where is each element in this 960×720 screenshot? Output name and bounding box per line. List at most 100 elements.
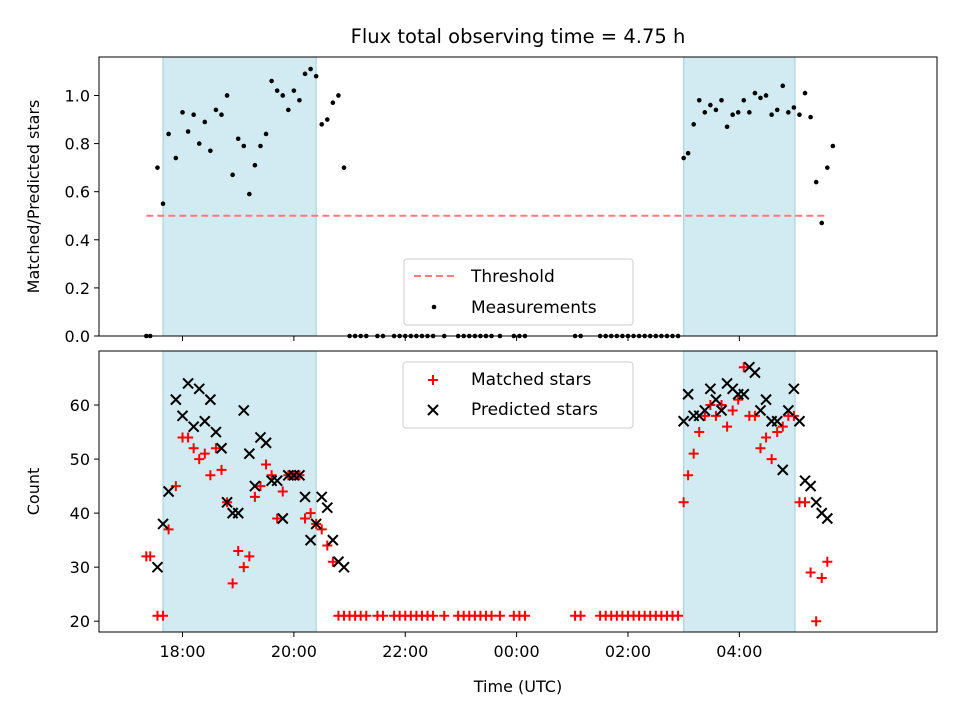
predicted-star-point — [304, 534, 317, 546]
panel1-shaded-interval — [162, 56, 317, 337]
matched-star-point — [733, 394, 744, 405]
measurement-point — [185, 129, 191, 134]
matched-star-point — [716, 400, 727, 411]
predicted-star-point — [271, 474, 283, 487]
measurement-point — [802, 90, 808, 96]
legend-box-bottom — [402, 361, 634, 429]
panel2-ytick-label: 60 — [70, 396, 90, 415]
measurement-point — [813, 179, 819, 185]
predicted-star-point — [193, 383, 205, 395]
matched-star-point — [327, 556, 338, 567]
matched-star-point — [377, 610, 388, 621]
measurement-point — [291, 88, 297, 93]
matched-star-point — [694, 427, 705, 438]
measurement-point — [247, 191, 252, 197]
legend-label-measurements: Measurements — [471, 298, 597, 318]
matched-star-point — [738, 362, 749, 373]
predicted-star-point — [187, 420, 200, 433]
matched-star-point — [158, 610, 169, 621]
measurement-point — [208, 148, 213, 154]
matched-star-point — [322, 540, 333, 551]
matched-star-point — [688, 448, 699, 459]
measurement-point — [719, 97, 724, 103]
matched-star-point — [519, 610, 530, 621]
matched-star-point — [305, 508, 316, 519]
predicted-star-point — [327, 534, 339, 546]
xtick-label: 18:00 — [159, 642, 205, 661]
measurement-point — [708, 102, 713, 108]
matched-star-point — [163, 524, 174, 535]
measurement-point — [202, 119, 208, 125]
matched-star-point — [300, 513, 311, 524]
predicted-star-point — [699, 404, 711, 417]
measurement-point — [219, 112, 224, 118]
matched-star-point — [673, 610, 684, 621]
panel1-axes-frame — [98, 56, 938, 337]
matched-star-point — [822, 556, 833, 567]
legend-label-threshold: Threshold — [470, 267, 555, 287]
measurement-point — [324, 117, 330, 122]
panel1-ylabel: Matched/Predicted stars — [24, 100, 43, 294]
matched-star-point — [249, 491, 260, 502]
predicted-star-point — [293, 469, 306, 481]
predicted-star-point — [249, 480, 261, 492]
predicted-star-point — [182, 377, 194, 390]
predicted-star-point — [170, 393, 182, 406]
measurement-point — [758, 95, 763, 101]
legend-box-top — [403, 258, 634, 326]
predicted-star-point — [710, 393, 722, 406]
measurement-point — [166, 131, 171, 137]
measurement-point — [213, 107, 219, 113]
measurement-point — [336, 93, 341, 98]
xlabel: Time (UTC) — [473, 677, 562, 696]
matched-star-point — [761, 432, 772, 443]
matched-star-point — [811, 616, 822, 627]
measurement-point — [724, 124, 730, 130]
predicted-star-point — [210, 426, 222, 438]
predicted-star-point — [243, 447, 256, 460]
measurement-point — [173, 155, 179, 161]
measurement-point — [735, 110, 741, 115]
matched-star-point — [699, 410, 710, 421]
matched-star-point — [683, 470, 694, 481]
measurement-point — [274, 88, 280, 93]
predicted-star-point — [677, 415, 690, 427]
predicted-star-point — [232, 507, 244, 519]
matched-star-point — [766, 454, 777, 465]
matched-star-point — [261, 459, 272, 470]
measurement-point — [747, 110, 752, 115]
predicted-star-point — [260, 437, 272, 449]
measurement-point — [308, 66, 313, 72]
matched-star-point — [727, 405, 738, 416]
measurement-point — [196, 141, 202, 146]
matched-star-point — [777, 421, 788, 432]
predicted-star-point — [321, 502, 333, 514]
measurement-point — [297, 97, 302, 103]
matched-star-point — [772, 427, 783, 438]
measurement-point — [769, 112, 774, 118]
predicted-star-point — [777, 464, 789, 476]
measurement-point — [825, 165, 830, 170]
predicted-star-point — [151, 561, 164, 573]
matched-star-point — [705, 400, 716, 411]
predicted-star-point — [704, 383, 717, 395]
measurement-point — [741, 97, 747, 103]
matched-star-point — [188, 443, 199, 454]
predicted-star-point — [176, 410, 189, 422]
predicted-star-point — [338, 561, 350, 573]
predicted-star-point — [199, 415, 211, 427]
measurement-point — [330, 100, 336, 105]
measurement-point — [763, 93, 769, 98]
panel2-ytick-label: 20 — [70, 612, 90, 631]
measurement-point — [819, 220, 825, 226]
legend-label-matched: Matched stars — [471, 370, 591, 390]
matched-star-point — [244, 551, 255, 562]
measurement-point — [774, 107, 780, 113]
predicted-star-point — [754, 404, 767, 417]
panel1-ytick-label: 0.0 — [65, 327, 90, 346]
measurement-point — [230, 172, 235, 178]
measurement-point — [681, 155, 686, 161]
measurement-point — [286, 107, 291, 113]
predicted-star-point — [793, 415, 806, 427]
